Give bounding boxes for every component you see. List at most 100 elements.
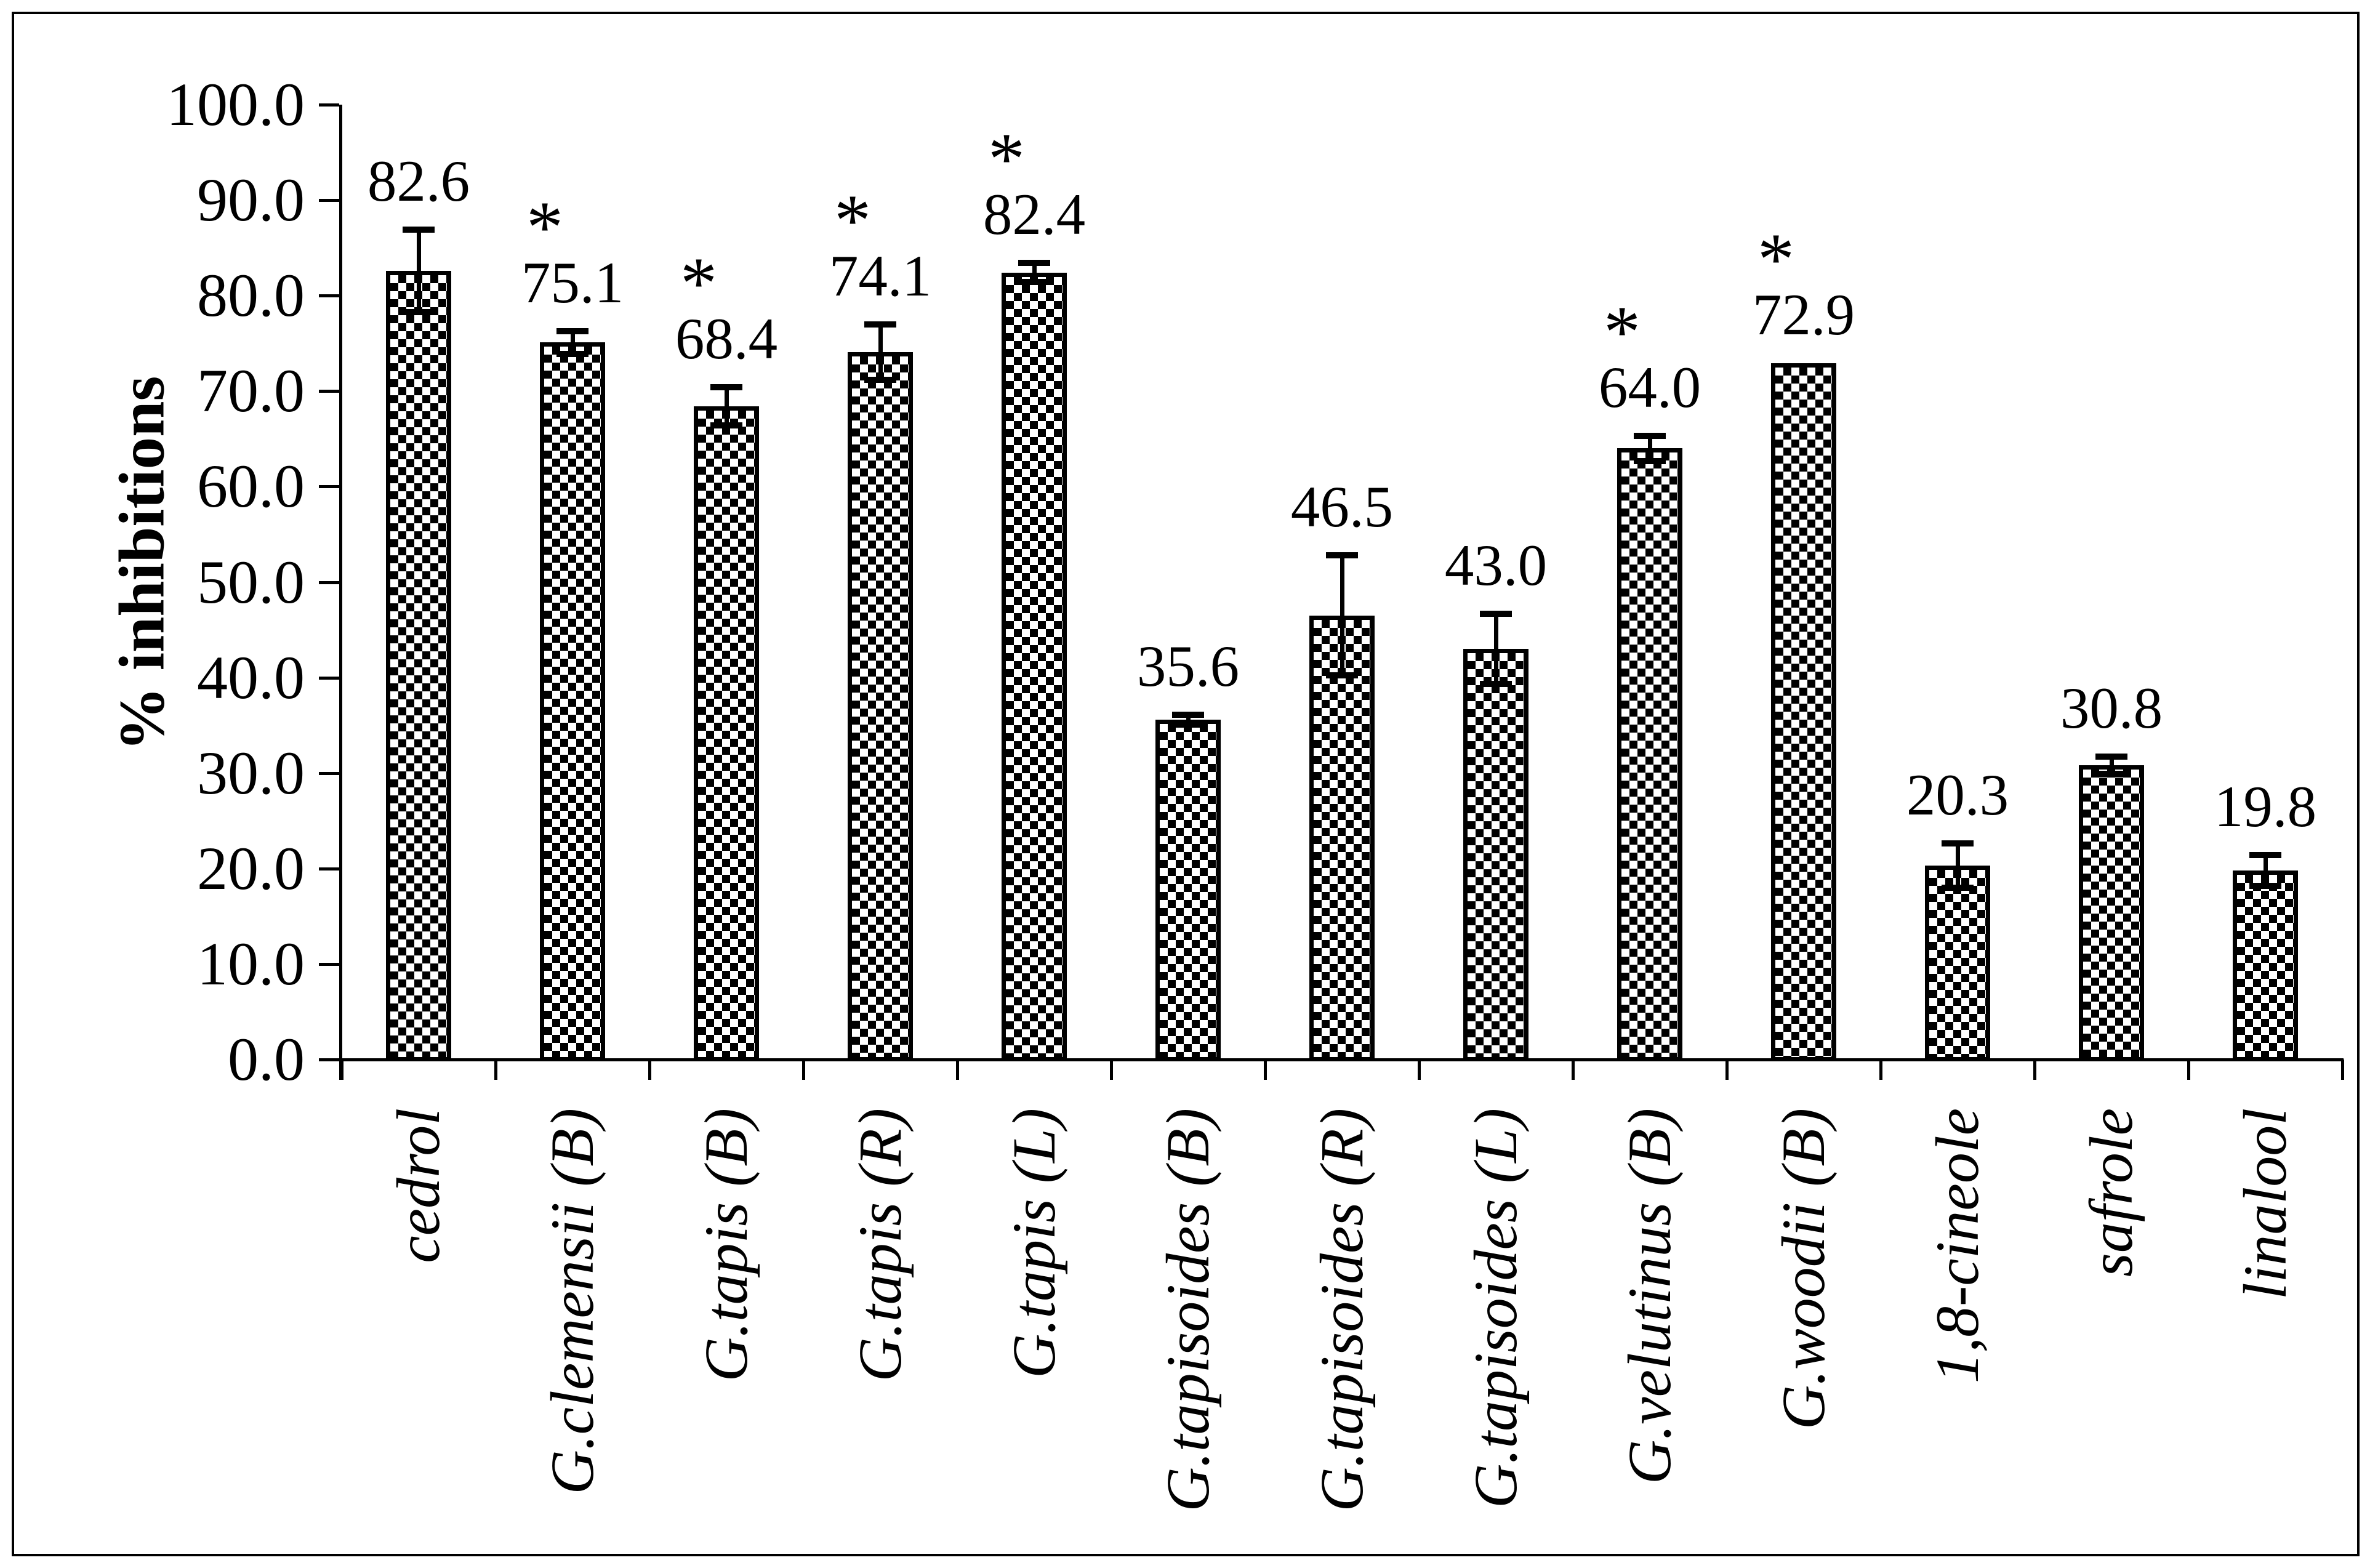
bar-value-label: 75.1 [521, 250, 624, 315]
bar-value-label: 82.6 [367, 148, 470, 214]
y-axis-tick-label: 90.0 [197, 166, 305, 234]
error-bar-line [1186, 715, 1191, 725]
x-axis-tick [1572, 1059, 1575, 1080]
x-axis-line [339, 1058, 2344, 1061]
y-axis-tick-label: 20.0 [197, 834, 305, 903]
x-axis-label: safrole [2077, 1108, 2145, 1277]
error-bar-line [878, 324, 883, 380]
error-bar-cap-top [864, 321, 896, 328]
bar [386, 271, 451, 1061]
x-axis-label: G.clemensii (B) [538, 1108, 606, 1495]
figure-border [12, 12, 2360, 1556]
bar-value-label: 74.1 [829, 243, 932, 308]
bar-value-label: 72.9 [1752, 282, 1855, 347]
error-bar-cap-bottom [2095, 771, 2127, 777]
error-bar-cap-bottom [1172, 722, 1204, 728]
y-axis-tick [319, 485, 339, 488]
y-axis-tick [319, 963, 339, 966]
error-bar-cap-top [556, 328, 588, 334]
y-axis-tick [319, 867, 339, 870]
bar [1155, 720, 1221, 1061]
y-axis-tick-label: 40.0 [197, 643, 305, 712]
y-axis-tick [319, 581, 339, 584]
x-axis-tick [1110, 1059, 1113, 1080]
y-axis-tick [319, 390, 339, 393]
error-bar-cap-top [403, 227, 435, 233]
x-axis-tick [2187, 1059, 2190, 1080]
significance-asterisk: * [680, 242, 717, 324]
y-axis-tick [319, 772, 339, 775]
bar [1463, 649, 1528, 1061]
bar [1771, 363, 1836, 1061]
error-bar-cap-bottom [2249, 883, 2281, 889]
bar [1002, 273, 1067, 1061]
bar-value-label: 46.5 [1290, 474, 1394, 539]
error-bar-cap-bottom [1018, 279, 1050, 285]
x-axis-tick [2033, 1059, 2036, 1080]
x-axis-tick [648, 1059, 651, 1080]
bar-value-label: 64.0 [1598, 355, 1701, 420]
x-axis-label: G.tapis (R) [846, 1108, 914, 1382]
error-bar-cap-bottom [864, 377, 896, 383]
x-axis-tick [340, 1059, 343, 1080]
x-axis-label: cedrol [384, 1108, 452, 1263]
bar-value-label: 30.8 [2060, 675, 2163, 741]
error-bar-cap-top [1018, 260, 1050, 266]
y-axis-line [339, 105, 342, 1080]
error-bar-line [2110, 757, 2114, 774]
y-axis-tick-label: 60.0 [197, 452, 305, 520]
x-axis-label: linalool [2231, 1108, 2299, 1300]
error-bar-cap-bottom [1480, 681, 1512, 687]
error-bar-line [1956, 843, 1960, 887]
bar [2233, 870, 2298, 1061]
significance-asterisk: * [834, 179, 871, 261]
x-axis-label: G.tapisoides (L) [1461, 1108, 1530, 1508]
error-bar-cap-top [1942, 840, 1974, 846]
y-axis-tick-label: 10.0 [197, 930, 305, 998]
x-axis-label: G.tapisoides (R) [1308, 1108, 1376, 1512]
error-bar-line [1340, 555, 1344, 675]
error-bar-cap-bottom [403, 309, 435, 315]
bar [848, 352, 913, 1061]
error-bar-line [1494, 614, 1498, 685]
x-axis-tick [1725, 1059, 1729, 1080]
error-bar-line [1648, 436, 1652, 460]
error-bar-cap-top [1634, 433, 1666, 439]
x-axis-tick [494, 1059, 497, 1080]
bar [2079, 765, 2144, 1061]
x-axis-label: G.woodii (B) [1769, 1108, 1838, 1430]
x-axis-tick [1264, 1059, 1267, 1080]
y-axis-tick [319, 294, 339, 297]
error-bar-cap-top [1480, 611, 1512, 617]
bar-value-label: 35.6 [1136, 633, 1240, 699]
significance-asterisk: * [526, 186, 563, 268]
y-axis-tick [319, 677, 339, 680]
error-bar-line [571, 331, 575, 354]
error-bar-line [1032, 263, 1037, 282]
y-axis-tick [319, 199, 339, 202]
error-bar-line [2264, 855, 2268, 886]
error-bar-cap-bottom [556, 351, 588, 357]
error-bar-line [417, 230, 421, 312]
y-axis-tick [319, 103, 339, 107]
x-axis-label: G.tapis (B) [692, 1108, 760, 1382]
bar [540, 342, 605, 1061]
bar-value-label: 82.4 [982, 182, 1086, 247]
error-bar-cap-top [2249, 852, 2281, 858]
bar [694, 406, 759, 1061]
x-axis-label: 1,8-cineole [1923, 1108, 1991, 1384]
x-axis-tick [2341, 1059, 2344, 1080]
y-axis-tick-label: 70.0 [197, 356, 305, 425]
y-axis-tick-label: 0.0 [228, 1025, 305, 1093]
error-bar-cap-bottom [1634, 458, 1666, 464]
x-axis-tick [956, 1059, 959, 1080]
y-axis-tick [319, 1058, 339, 1061]
significance-asterisk: * [988, 118, 1025, 199]
error-bar-cap-bottom [710, 422, 742, 428]
error-bar-line [725, 387, 729, 425]
bar [1309, 616, 1375, 1061]
x-axis-label: G.tapis (L) [1000, 1108, 1068, 1378]
error-bar-cap-top [710, 384, 742, 390]
